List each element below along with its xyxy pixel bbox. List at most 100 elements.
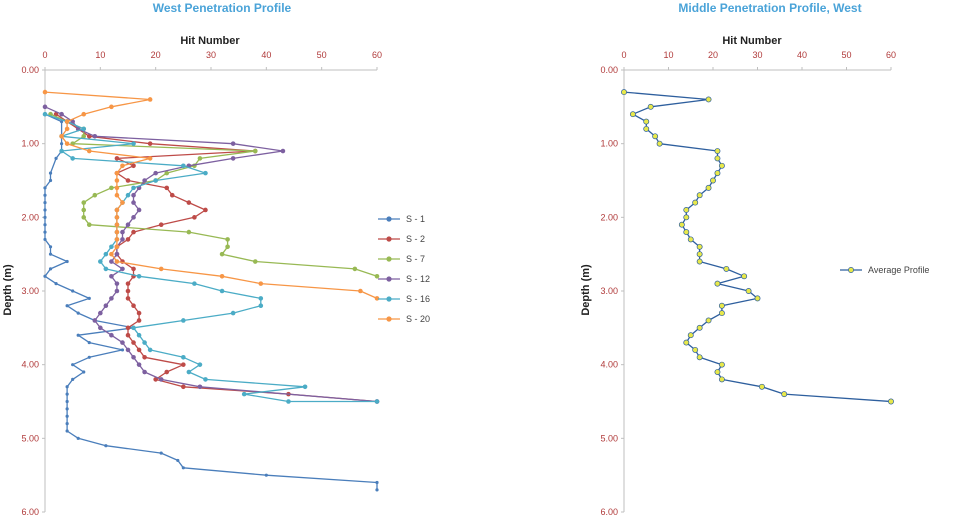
data-point: [136, 362, 142, 367]
data-point: [109, 296, 114, 301]
data-point: [120, 266, 125, 272]
data-point: [131, 325, 136, 331]
data-point: [43, 193, 47, 197]
data-point: [114, 156, 120, 161]
data-point: [147, 156, 153, 161]
data-point: [114, 288, 120, 294]
data-point: [109, 259, 114, 264]
data-point: [142, 369, 147, 375]
data-point: [76, 311, 80, 315]
data-point: [147, 97, 153, 102]
data-point: [48, 178, 53, 183]
data-point: [302, 384, 308, 390]
data-point: [53, 111, 59, 117]
x-tick-label: 40: [261, 50, 271, 60]
x-tick-label: 10: [95, 50, 105, 60]
series-s-1: [43, 112, 379, 492]
data-point: [683, 229, 690, 236]
data-point: [652, 133, 659, 140]
data-point: [696, 243, 703, 250]
data-point: [65, 392, 69, 396]
data-point: [181, 355, 186, 360]
data-point: [43, 215, 47, 219]
data-point: [125, 222, 131, 227]
data-point: [678, 221, 685, 228]
data-point: [643, 118, 650, 125]
data-point: [87, 340, 91, 345]
legend-label: S - 12: [406, 274, 430, 284]
data-point: [258, 296, 264, 301]
series-s-16: [42, 111, 380, 404]
data-point: [92, 134, 98, 139]
data-point: [286, 399, 291, 404]
data-point: [43, 201, 47, 205]
data-point: [131, 141, 136, 146]
data-point: [164, 170, 170, 176]
chart-west-penetration-profile: West Penetration Profile Hit Number Dept…: [2, 1, 430, 517]
data-point: [629, 111, 636, 118]
data-point: [109, 251, 114, 257]
data-point: [65, 414, 69, 418]
data-point: [186, 369, 192, 375]
data-point: [375, 480, 379, 485]
series-average-profile: [621, 89, 894, 405]
data-point: [718, 310, 725, 317]
data-point: [43, 230, 47, 234]
data-point: [87, 355, 91, 359]
data-point: [60, 142, 64, 146]
legend-swatch-marker: [386, 216, 392, 222]
data-point: [158, 266, 164, 272]
data-point: [745, 288, 752, 294]
data-point: [252, 259, 258, 264]
legend-label: S - 20: [406, 314, 430, 324]
legend-label: S - 1: [406, 214, 425, 224]
x-tick-label: 20: [708, 50, 718, 60]
y-tick-label: 5.00: [600, 433, 618, 443]
data-point: [656, 140, 663, 147]
data-point: [131, 355, 136, 360]
x-tick-label: 40: [797, 50, 807, 60]
data-point: [114, 281, 120, 286]
data-point: [109, 273, 114, 279]
data-point: [120, 163, 125, 169]
data-point: [65, 422, 69, 426]
data-point: [203, 207, 208, 213]
data-point: [131, 229, 136, 235]
data-point: [70, 119, 75, 124]
legend-swatch-marker: [386, 236, 392, 242]
data-point: [131, 192, 136, 198]
data-point: [186, 229, 192, 235]
y-axis-title: Depth (m): [2, 264, 14, 316]
data-point: [42, 104, 48, 110]
data-point: [125, 296, 131, 301]
data-point: [114, 259, 120, 264]
y-tick-label: 3.00: [21, 286, 39, 296]
data-point: [714, 280, 721, 287]
data-point: [120, 237, 125, 242]
data-point: [48, 267, 53, 271]
data-point: [714, 148, 721, 154]
data-point: [65, 407, 69, 411]
data-point: [71, 289, 75, 293]
data-point: [181, 384, 186, 390]
data-point: [71, 363, 75, 367]
data-point: [147, 141, 153, 146]
data-point: [781, 391, 788, 398]
data-point: [692, 199, 699, 206]
data-point: [192, 281, 197, 286]
data-point: [109, 244, 114, 250]
data-point: [710, 177, 716, 184]
data-point: [164, 185, 170, 191]
data-point: [64, 119, 70, 124]
y-tick-label: 4.00: [600, 360, 618, 370]
data-point: [375, 488, 379, 492]
data-point: [225, 237, 230, 242]
data-point: [125, 332, 131, 338]
data-point: [219, 251, 225, 257]
data-point: [687, 332, 694, 339]
data-point: [159, 451, 163, 455]
data-point: [352, 266, 358, 272]
x-tick-label: 0: [42, 50, 47, 60]
data-point: [114, 222, 120, 227]
series-s-20: [42, 89, 380, 301]
